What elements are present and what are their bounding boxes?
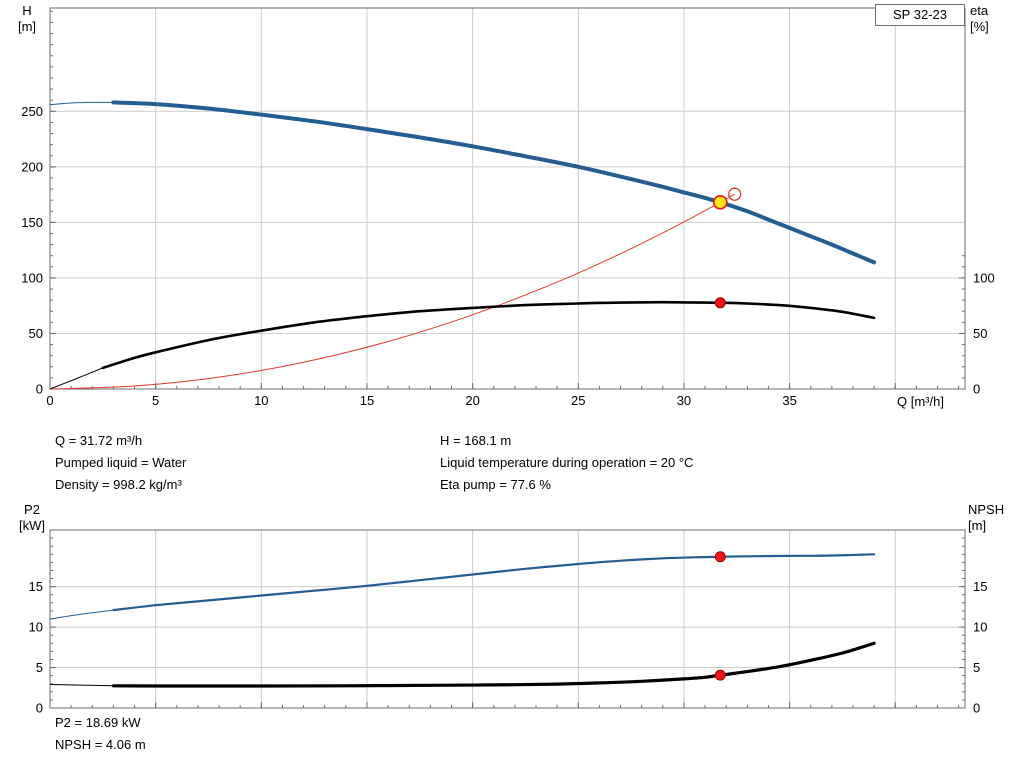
y-left-tick-label: 0 — [36, 701, 43, 716]
p2-axis-symbol: P2 — [24, 502, 40, 517]
eta-axis-unit: [%] — [970, 19, 989, 34]
x-tick-label: 10 — [254, 393, 268, 408]
qh-curve — [111, 100, 877, 265]
model-box: SP 32-23 — [875, 4, 965, 26]
y-left-tick-label: 100 — [21, 270, 43, 285]
y-right-tick-label: 10 — [973, 620, 987, 635]
npsh-axis-unit: [m] — [968, 518, 987, 533]
info-left-column: Q = 31.72 m³/h Pumped liquid = Water Den… — [55, 430, 186, 496]
eta-axis-label: eta [%] — [970, 3, 1020, 35]
system-end-marker — [728, 187, 742, 201]
h-axis-label: H [m] — [9, 3, 45, 35]
y-right-tick-label: 0 — [973, 701, 980, 716]
y-right-tick-label: 0 — [973, 382, 980, 397]
info-head: H = 168.1 m — [440, 433, 512, 448]
npsh-axis-symbol: NPSH — [968, 502, 1005, 517]
eta-axis-symbol: eta — [970, 3, 989, 18]
y-left-tick-label: 150 — [21, 215, 43, 230]
p2-curve-lead — [49, 609, 114, 620]
y-left-tick-label: 15 — [29, 579, 43, 594]
x-tick-label: 15 — [360, 393, 374, 408]
footer-npsh: NPSH = 4.06 m — [55, 737, 146, 752]
info-flow: Q = 31.72 m³/h — [55, 433, 143, 448]
duty-point-qh — [712, 194, 728, 210]
y-right-tick-label: 100 — [973, 270, 995, 285]
duty-point-npsh — [714, 669, 726, 681]
qh-curve-lead — [49, 101, 114, 106]
h-axis-symbol: H — [22, 3, 32, 18]
p2-axis-label: P2 [kW] — [10, 502, 54, 534]
info-eta: Eta pump = 77.6 % — [440, 477, 551, 492]
y-left-tick-label: 0 — [36, 382, 43, 397]
h-axis-unit: [m] — [17, 19, 37, 34]
plot-frame — [49, 529, 966, 709]
y-left-tick-label: 200 — [21, 159, 43, 174]
npsh-curve — [111, 641, 876, 688]
footer-p2: P2 = 18.69 kW — [55, 715, 141, 730]
duty-point-eta — [714, 297, 726, 309]
x-tick-label: 35 — [782, 393, 796, 408]
info-liquid: Pumped liquid = Water — [55, 455, 187, 470]
y-right-tick-label: 50 — [973, 326, 987, 341]
y-left-tick-label: 250 — [21, 104, 43, 119]
x-tick-label: 30 — [677, 393, 691, 408]
npsh-axis-label: NPSH [m] — [968, 502, 1024, 534]
info-temperature: Liquid temperature during operation = 20… — [440, 455, 694, 470]
p2-axis-unit: [kW] — [19, 518, 45, 533]
plot-frame — [49, 7, 966, 390]
y-right-tick-label: 5 — [973, 660, 980, 675]
npsh-curve-lead — [49, 684, 114, 687]
info-right-column: H = 168.1 m Liquid temperature during op… — [440, 430, 693, 496]
system-curve — [49, 193, 735, 390]
eta-curve-lead — [49, 367, 103, 390]
x-tick-label: 25 — [571, 393, 585, 408]
x-tick-label: 20 — [465, 393, 479, 408]
info-density: Density = 998.2 kg/m³ — [55, 477, 182, 492]
duty-point-p2 — [714, 551, 726, 563]
y-right-tick-label: 15 — [973, 579, 987, 594]
y-left-tick-label: 5 — [36, 660, 43, 675]
x-tick-label: 5 — [152, 393, 159, 408]
x-tick-label: 0 — [46, 393, 53, 408]
footer-values: P2 = 18.69 kW NPSH = 4.06 m — [55, 712, 146, 756]
y-left-tick-label: 10 — [29, 620, 43, 635]
q-axis-label: Q [m³/h] — [897, 394, 944, 409]
eta-curve — [101, 300, 876, 370]
y-left-tick-label: 50 — [29, 326, 43, 341]
p2-curve — [112, 553, 876, 612]
